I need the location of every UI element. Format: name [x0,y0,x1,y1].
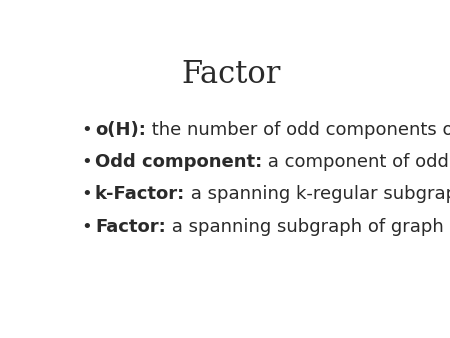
Text: k-Factor:: k-Factor: [95,185,185,203]
Text: •: • [81,185,92,203]
Text: •: • [81,153,92,171]
Text: a spanning k-regular subgraph: a spanning k-regular subgraph [185,185,450,203]
Text: o(H):: o(H): [95,121,146,139]
Text: the number of odd components of H: the number of odd components of H [146,121,450,139]
Text: •: • [81,121,92,139]
Text: a spanning subgraph of graph G: a spanning subgraph of graph G [166,218,450,236]
Text: Odd component:: Odd component: [95,153,262,171]
Text: a component of odd order: a component of odd order [262,153,450,171]
Text: Factor:: Factor: [95,218,166,236]
Text: •: • [81,218,92,236]
Text: Factor: Factor [181,59,280,90]
